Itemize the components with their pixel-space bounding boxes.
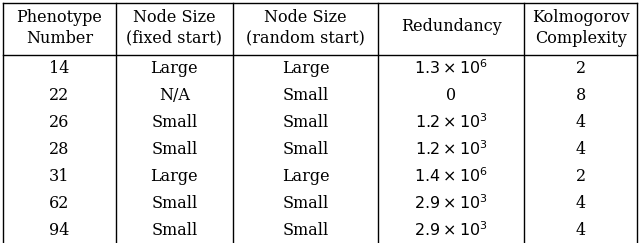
Text: $1.2 \times 10^{3}$: $1.2 \times 10^{3}$ (415, 113, 488, 132)
Text: Kolmogorov: Kolmogorov (532, 9, 629, 26)
Text: Small: Small (151, 222, 197, 239)
Text: 2: 2 (575, 168, 586, 185)
Text: 26: 26 (49, 114, 70, 131)
Text: Small: Small (282, 141, 328, 158)
Text: 94: 94 (49, 222, 70, 239)
Text: Phenotype: Phenotype (17, 9, 102, 26)
Text: 14: 14 (49, 60, 70, 77)
Text: Small: Small (282, 114, 328, 131)
Text: 4: 4 (575, 195, 586, 212)
Text: 4: 4 (575, 222, 586, 239)
Text: Small: Small (151, 141, 197, 158)
Text: Large: Large (150, 60, 198, 77)
Text: Complexity: Complexity (534, 30, 627, 47)
Text: 8: 8 (575, 87, 586, 104)
Text: (fixed start): (fixed start) (126, 30, 222, 47)
Text: Small: Small (151, 114, 197, 131)
Text: $1.4 \times 10^{6}$: $1.4 \times 10^{6}$ (414, 167, 488, 186)
Text: $2.9 \times 10^{3}$: $2.9 \times 10^{3}$ (414, 194, 488, 213)
Text: Small: Small (282, 87, 328, 104)
Text: 4: 4 (575, 141, 586, 158)
Text: Large: Large (282, 60, 329, 77)
Text: 0: 0 (446, 87, 456, 104)
Text: Small: Small (282, 222, 328, 239)
Text: Small: Small (151, 195, 197, 212)
Text: $1.3 \times 10^{6}$: $1.3 \times 10^{6}$ (414, 59, 488, 78)
Text: 62: 62 (49, 195, 70, 212)
Text: 22: 22 (49, 87, 70, 104)
Text: Number: Number (26, 30, 93, 47)
Text: $2.9 \times 10^{3}$: $2.9 \times 10^{3}$ (414, 221, 488, 240)
Text: 4: 4 (575, 114, 586, 131)
Text: Node Size: Node Size (133, 9, 216, 26)
Text: (random start): (random start) (246, 30, 365, 47)
Text: 31: 31 (49, 168, 70, 185)
Text: Small: Small (282, 195, 328, 212)
Text: 2: 2 (575, 60, 586, 77)
Text: 28: 28 (49, 141, 70, 158)
Text: Node Size: Node Size (264, 9, 347, 26)
Text: Large: Large (150, 168, 198, 185)
Text: $1.2 \times 10^{3}$: $1.2 \times 10^{3}$ (415, 140, 488, 159)
Text: Redundancy: Redundancy (401, 18, 502, 35)
Text: Large: Large (282, 168, 329, 185)
Text: N/A: N/A (159, 87, 189, 104)
